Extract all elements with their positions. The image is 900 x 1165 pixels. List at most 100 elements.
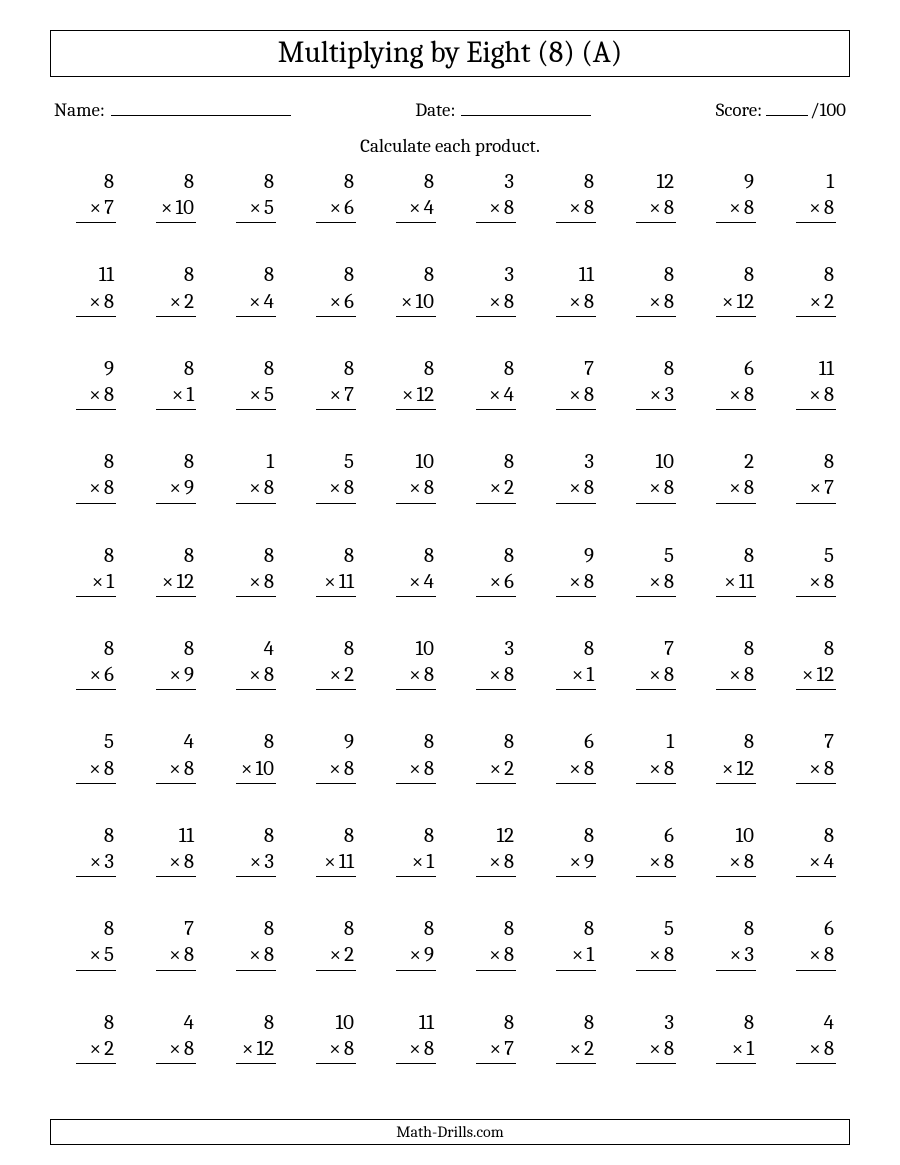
times-symbol: × bbox=[809, 1037, 821, 1061]
multiplicand: 8 bbox=[584, 169, 596, 195]
times-symbol: × bbox=[329, 757, 341, 781]
problem: 3×8 bbox=[450, 636, 530, 725]
multiplier: 12 bbox=[176, 570, 194, 594]
multiplier-row: ×7 bbox=[76, 195, 116, 223]
problem: 8×11 bbox=[690, 543, 770, 632]
times-symbol: × bbox=[809, 850, 821, 874]
multiplier-row: ×7 bbox=[796, 475, 836, 503]
times-symbol: × bbox=[169, 757, 181, 781]
multiplier: 8 bbox=[264, 943, 274, 967]
multiplicand: 8 bbox=[744, 543, 756, 569]
date-blank[interactable] bbox=[461, 95, 591, 116]
multiplicand: 10 bbox=[416, 636, 436, 662]
multiplier: 8 bbox=[664, 196, 674, 220]
multiplicand: 5 bbox=[344, 449, 356, 475]
multiplier-row: ×8 bbox=[396, 756, 436, 784]
multiplier-row: ×8 bbox=[636, 756, 676, 784]
multiplicand: 8 bbox=[424, 916, 436, 942]
times-symbol: × bbox=[169, 663, 181, 687]
times-symbol: × bbox=[409, 943, 421, 967]
problem: 3×8 bbox=[450, 169, 530, 258]
multiplier: 8 bbox=[824, 757, 834, 781]
multiplicand: 8 bbox=[264, 543, 276, 569]
times-symbol: × bbox=[324, 850, 336, 874]
multiplicand: 3 bbox=[504, 636, 516, 662]
times-symbol: × bbox=[809, 196, 821, 220]
multiplier: 2 bbox=[584, 1037, 594, 1061]
multiplicand: 3 bbox=[584, 449, 596, 475]
name-blank[interactable] bbox=[111, 95, 291, 116]
times-symbol: × bbox=[802, 663, 814, 687]
multiplier: 8 bbox=[424, 663, 434, 687]
times-symbol: × bbox=[89, 943, 101, 967]
times-symbol: × bbox=[249, 383, 261, 407]
multiplier-row: ×1 bbox=[76, 569, 116, 597]
times-symbol: × bbox=[89, 757, 101, 781]
instruction: Calculate each product. bbox=[50, 135, 850, 157]
multiplier-row: ×11 bbox=[716, 569, 756, 597]
multiplier-row: ×8 bbox=[236, 475, 276, 503]
times-symbol: × bbox=[729, 476, 741, 500]
times-symbol: × bbox=[242, 1037, 254, 1061]
multiplier: 8 bbox=[504, 290, 514, 314]
multiplier: 8 bbox=[584, 383, 594, 407]
times-symbol: × bbox=[569, 476, 581, 500]
multiplier-row: ×2 bbox=[796, 289, 836, 317]
times-symbol: × bbox=[249, 290, 261, 314]
times-symbol: × bbox=[89, 476, 101, 500]
multiplier: 8 bbox=[824, 1037, 834, 1061]
times-symbol: × bbox=[489, 757, 501, 781]
multiplier-row: ×9 bbox=[156, 475, 196, 503]
problem: 5×8 bbox=[610, 916, 690, 1005]
multiplier: 8 bbox=[744, 663, 754, 687]
times-symbol: × bbox=[489, 476, 501, 500]
multiplier: 8 bbox=[104, 290, 114, 314]
times-symbol: × bbox=[729, 850, 741, 874]
problem: 8×10 bbox=[370, 262, 450, 351]
multiplicand: 8 bbox=[504, 1010, 516, 1036]
times-symbol: × bbox=[649, 570, 661, 594]
problem: 8×6 bbox=[290, 169, 370, 258]
multiplier-row: ×8 bbox=[716, 849, 756, 877]
multiplier-row: ×10 bbox=[396, 289, 436, 317]
multiplicand: 8 bbox=[184, 636, 196, 662]
multiplicand: 9 bbox=[584, 543, 596, 569]
multiplier-row: ×6 bbox=[316, 289, 356, 317]
problem: 8×7 bbox=[770, 449, 850, 538]
times-symbol: × bbox=[809, 570, 821, 594]
multiplicand: 4 bbox=[824, 1010, 836, 1036]
multiplier: 11 bbox=[339, 850, 354, 874]
multiplier: 2 bbox=[344, 663, 354, 687]
multiplier-row: ×8 bbox=[636, 849, 676, 877]
multiplier: 3 bbox=[104, 850, 114, 874]
times-symbol: × bbox=[569, 196, 581, 220]
problem: 8×2 bbox=[450, 449, 530, 538]
problem: 12×8 bbox=[450, 823, 530, 912]
times-symbol: × bbox=[409, 663, 421, 687]
multiplicand: 8 bbox=[344, 262, 356, 288]
page-title: Multiplying by Eight (8) (A) bbox=[51, 35, 849, 70]
multiplier-row: ×8 bbox=[636, 195, 676, 223]
multiplier-row: ×1 bbox=[156, 382, 196, 410]
multiplier-row: ×9 bbox=[556, 849, 596, 877]
problem: 9×8 bbox=[50, 356, 130, 445]
multiplier: 8 bbox=[424, 1037, 434, 1061]
problem: 4×8 bbox=[130, 1010, 210, 1099]
score-blank[interactable] bbox=[766, 95, 808, 116]
problem: 1×8 bbox=[210, 449, 290, 538]
times-symbol: × bbox=[489, 290, 501, 314]
multiplicand: 8 bbox=[104, 916, 116, 942]
times-symbol: × bbox=[569, 383, 581, 407]
multiplier: 8 bbox=[504, 196, 514, 220]
multiplier-row: ×8 bbox=[556, 382, 596, 410]
multiplicand: 1 bbox=[826, 169, 836, 195]
multiplier-row: ×8 bbox=[796, 756, 836, 784]
multiplier: 2 bbox=[504, 757, 514, 781]
multiplier: 7 bbox=[344, 383, 354, 407]
multiplier: 12 bbox=[256, 1037, 274, 1061]
multiplier-row: ×8 bbox=[796, 942, 836, 970]
times-symbol: × bbox=[329, 663, 341, 687]
times-symbol: × bbox=[649, 476, 661, 500]
multiplier: 5 bbox=[264, 196, 274, 220]
multiplicand: 1 bbox=[266, 449, 276, 475]
